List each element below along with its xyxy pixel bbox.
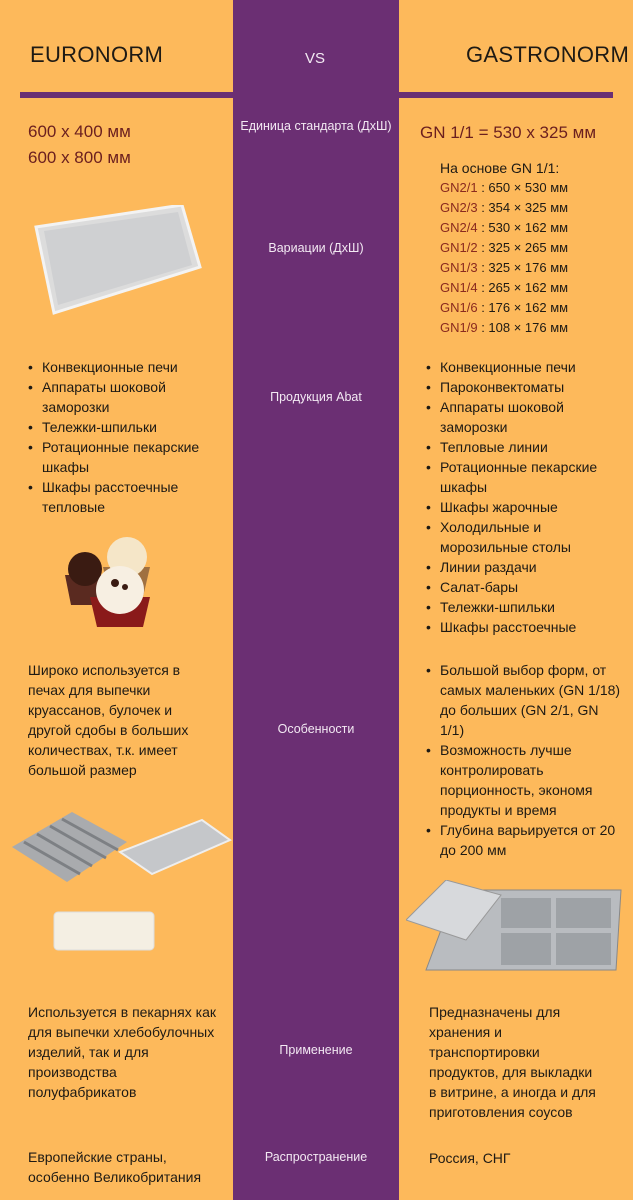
list-item: Аппараты шоковой заморозки — [28, 377, 228, 417]
gn-variation: GN2/4 : 530 × 162 мм — [440, 218, 568, 238]
unit-1: 600 х 400 мм — [28, 122, 131, 141]
list-item: Глубина варьируется от 20 до 200 мм — [426, 820, 621, 860]
list-item: Ротационные пекарские шкафы — [28, 437, 228, 477]
gn-size-dims: : 108 × 176 мм — [477, 320, 569, 335]
gastronorm-title: GASTRONORM — [466, 42, 630, 67]
gn-size-code: GN2/1 — [440, 180, 478, 195]
gn-size-code: GN1/4 — [440, 280, 478, 295]
gn-size-dims: : 530 × 162 мм — [477, 220, 569, 235]
gn-variation: GN1/2 : 325 × 265 мм — [440, 238, 568, 258]
gastronorm-usage: Предназначены для хранения и транспортир… — [429, 1004, 596, 1120]
list-item: Конвекционные печи — [28, 357, 228, 377]
vs-label: VS — [305, 50, 326, 67]
label-usage: Применение — [279, 1043, 353, 1057]
gn-size-code: GN1/6 — [440, 300, 478, 315]
list-item: Пароконвектоматы — [426, 377, 616, 397]
list-item: Шкафы расстоечные — [426, 617, 616, 637]
gastronorm-products: Конвекционные печиПароконвектоматыАппара… — [426, 357, 616, 637]
gn-variation: GN1/3 : 325 × 176 мм — [440, 258, 568, 278]
list-item: Тележки-шпильки — [28, 417, 228, 437]
label-features: Особенности — [277, 722, 355, 736]
divider-right — [399, 92, 613, 98]
label-spread: Распространение — [264, 1150, 368, 1164]
gn-size-dims: : 650 × 530 мм — [477, 180, 569, 195]
center-column — [233, 0, 399, 1200]
gastronorm-containers-image — [405, 879, 626, 975]
divider-left — [20, 92, 233, 98]
variations-intro: На основе GN 1/1: — [440, 160, 560, 176]
list-item: Ротационные пекарские шкафы — [426, 457, 616, 497]
gn-size-dims: : 265 × 162 мм — [477, 280, 569, 295]
gn-size-dims: : 354 × 325 мм — [477, 200, 569, 215]
list-item: Холодильные и морозильные столы — [426, 517, 616, 557]
cupcakes-image — [65, 535, 155, 630]
gn-variation: GN1/4 : 265 × 162 мм — [440, 278, 568, 298]
euronorm-unit: 600 х 400 мм 600 х 800 мм — [28, 119, 131, 171]
gn-size-dims: : 325 × 265 мм — [477, 240, 569, 255]
gn-size-dims: : 325 × 176 мм — [477, 260, 569, 275]
gn-size-code: GN1/9 — [440, 320, 478, 335]
gn-size-code: GN1/2 — [440, 240, 478, 255]
list-item: Большой выбор форм, от самых маленьких (… — [426, 660, 621, 740]
gn-variation: GN2/3 : 354 × 325 мм — [440, 198, 568, 218]
list-item: Возможность лучше контролировать порцион… — [426, 740, 621, 820]
gn-variations: На основе GN 1/1: GN2/1 : 650 × 530 мм GN… — [440, 158, 568, 338]
euronorm-products: Конвекционные печиАппараты шоковой замор… — [28, 357, 228, 517]
list-item: Тепловые линии — [426, 437, 616, 457]
gastronorm-features: Большой выбор форм, от самых маленьких (… — [426, 660, 621, 860]
list-item: Шкафы расстоечные тепловые — [28, 477, 228, 517]
list-item: Тележки-шпильки — [426, 597, 616, 617]
gn-size-code: GN1/3 — [440, 260, 478, 275]
gastronorm-unit: GN 1/1 = 530 х 325 мм — [420, 123, 597, 142]
gn-variation: GN1/9 : 108 × 176 мм — [440, 318, 568, 338]
gn-size-code: GN2/3 — [440, 200, 478, 215]
label-variations: Вариации (ДхШ) — [268, 241, 364, 255]
list-item: Линии раздачи — [426, 557, 616, 577]
gastronorm-spread: Россия, СНГ — [429, 1150, 511, 1166]
list-item: Аппараты шоковой заморозки — [426, 397, 616, 437]
unit-2: 600 х 800 мм — [28, 148, 131, 167]
list-item: Шкафы жарочные — [426, 497, 616, 517]
baking-tray-image — [32, 203, 202, 315]
label-products: Продукция Abat — [270, 390, 362, 404]
gn-variation: GN2/1 : 650 × 530 мм — [440, 178, 568, 198]
euronorm-trays-image — [12, 812, 233, 962]
euronorm-features: Широко используется в печах для выпечки … — [28, 662, 189, 778]
gn-size-code: GN2/4 — [440, 220, 478, 235]
gn-variation: GN1/6 : 176 × 162 мм — [440, 298, 568, 318]
euronorm-usage: Используется в пекарнях как для выпечки … — [28, 1004, 216, 1100]
euronorm-title: EURONORM — [30, 42, 164, 67]
list-item: Салат-бары — [426, 577, 616, 597]
euronorm-spread: Европейские страны, особенно Великобрита… — [28, 1149, 202, 1185]
gn-size-dims: : 176 × 162 мм — [477, 300, 569, 315]
label-unit: Единица стандарта (ДхШ) — [240, 119, 392, 133]
list-item: Конвекционные печи — [426, 357, 616, 377]
